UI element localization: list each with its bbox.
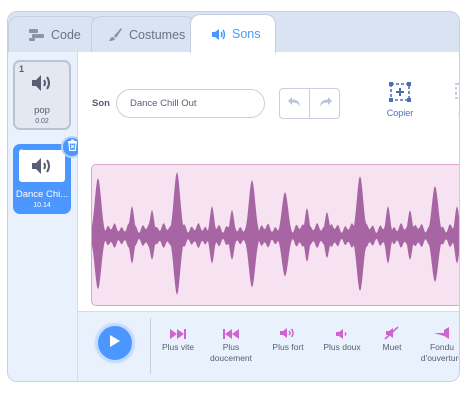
sound-list: 1 pop 0.02 2 Dance Chi... 10.14	[8, 52, 83, 381]
effect-softer-button[interactable]: Plus doux	[318, 312, 366, 353]
tab-costumes-label: Costumes	[129, 27, 186, 42]
fade-in-icon	[418, 312, 459, 340]
sound-editor-window: Code Costumes Sons 1 pop 0.02 2	[7, 11, 460, 382]
tab-code-label: Code	[51, 27, 81, 42]
copy-icon	[389, 82, 411, 104]
waveform	[92, 172, 459, 295]
play-icon	[109, 334, 121, 353]
tab-sounds-label: Sons	[232, 27, 261, 41]
sound-duration: 0.02	[35, 118, 49, 125]
effect-label: Muet	[382, 342, 402, 352]
sound-name: pop	[34, 105, 50, 116]
effect-louder-button[interactable]: Plus fort	[266, 312, 310, 353]
effect-label: Plus doux	[323, 342, 361, 352]
copy-button[interactable]: Copier	[378, 82, 422, 118]
sound-item-dance-chill-out[interactable]: 2 Dance Chi... 10.14	[13, 136, 83, 214]
effect-label: Fondu d'ouverture	[420, 342, 460, 363]
waveform-canvas[interactable]	[91, 164, 459, 306]
delete-sound-button[interactable]	[61, 136, 83, 158]
paste-label: Col	[445, 108, 459, 118]
effect-label: Plus doucement	[209, 342, 253, 363]
undo-redo-group	[279, 88, 340, 119]
speaker-icon	[19, 150, 65, 182]
brush-icon	[108, 27, 123, 42]
effect-mute-button[interactable]: Muet	[374, 312, 410, 353]
effect-label: Plus fort	[272, 342, 304, 352]
louder-icon	[266, 312, 310, 340]
tab-sounds[interactable]: Sons	[190, 14, 276, 53]
slower-icon	[206, 312, 256, 340]
redo-button[interactable]	[309, 89, 339, 118]
sound-duration: 10.14	[33, 202, 51, 209]
effect-label: Plus vite	[161, 342, 195, 352]
speaker-icon	[211, 28, 226, 41]
waveform-path	[92, 172, 459, 295]
redo-icon	[317, 95, 333, 113]
code-icon	[29, 28, 45, 41]
faster-icon	[156, 312, 200, 340]
copy-label: Copier	[386, 108, 414, 118]
effects-bar: Plus vite Plus doucement Plus fort Plus …	[78, 311, 459, 381]
divider	[150, 318, 151, 374]
tab-code[interactable]: Code	[8, 16, 98, 52]
mute-icon	[374, 312, 410, 340]
undo-button[interactable]	[280, 89, 309, 118]
effect-slower-button[interactable]: Plus doucement	[206, 312, 256, 364]
sound-name-input[interactable]	[116, 89, 265, 118]
undo-icon	[287, 95, 303, 113]
tab-bar: Code Costumes Sons	[8, 12, 459, 53]
speaker-icon	[19, 68, 65, 98]
paste-icon	[455, 83, 459, 104]
play-button[interactable]	[95, 323, 135, 363]
softer-icon	[318, 312, 366, 340]
effect-faster-button[interactable]: Plus vite	[156, 312, 200, 353]
sound-editor: Son Copier Col	[78, 52, 459, 381]
sound-item-pop[interactable]: 1 pop 0.02	[13, 60, 71, 130]
sound-number: 1	[19, 64, 25, 74]
sound-name: Dance Chi...	[15, 189, 69, 200]
paste-button[interactable]: Col	[445, 82, 459, 118]
effect-fade-in-button[interactable]: Fondu d'ouverture	[418, 312, 460, 364]
sound-name-label: Son	[92, 98, 110, 109]
trash-icon	[67, 138, 78, 156]
tab-costumes[interactable]: Costumes	[91, 16, 195, 52]
